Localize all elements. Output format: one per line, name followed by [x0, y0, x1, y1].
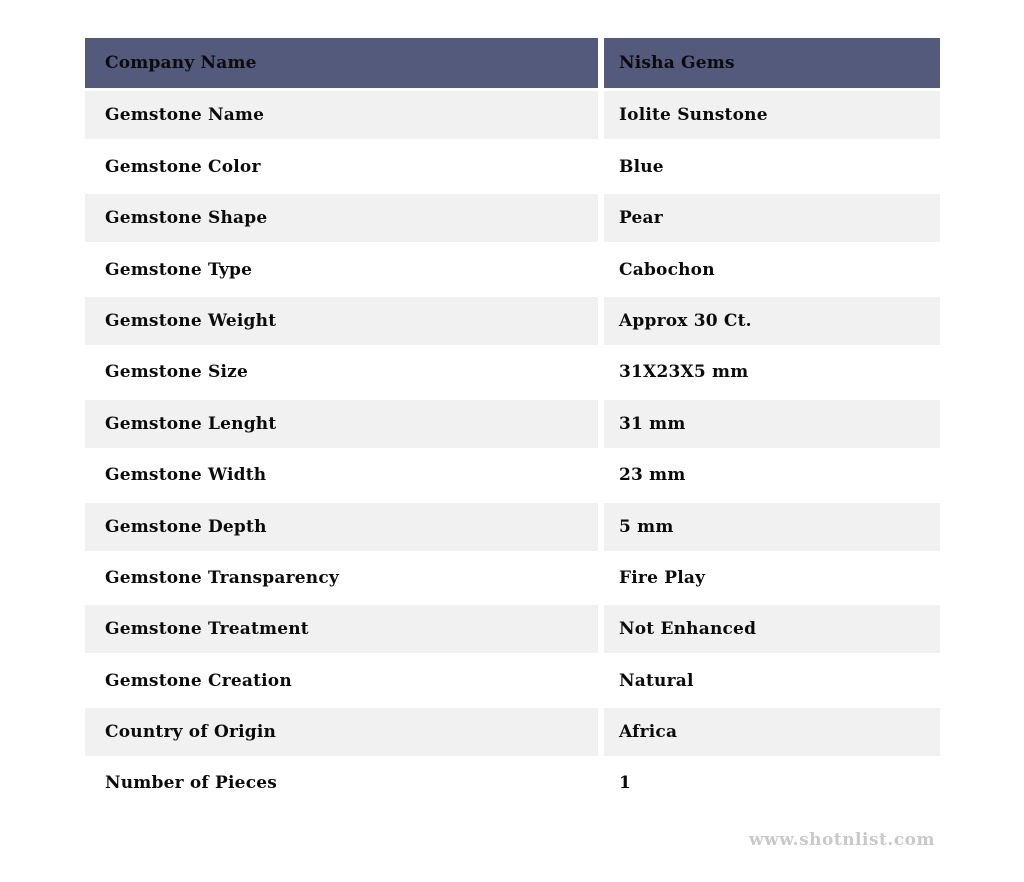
spec-row-value: Africa [604, 708, 940, 757]
spec-row-label: Gemstone Weight [85, 296, 598, 345]
spec-row-value: Iolite Sunstone [604, 91, 940, 140]
spec-row-value: 23 mm [604, 451, 940, 500]
spec-row-label: Gemstone Name [85, 91, 598, 140]
spec-row-value: Pear [604, 194, 940, 243]
spec-row-value: 31 mm [604, 399, 940, 448]
spec-row-label: Gemstone Depth [85, 502, 598, 551]
spec-row-label: Gemstone Type [85, 245, 598, 294]
spec-row-label: Gemstone Color [85, 142, 598, 191]
spec-row-label: Gemstone Shape [85, 194, 598, 243]
spec-row-value: Not Enhanced [604, 605, 940, 654]
watermark-text: www.shotnlist.com [748, 830, 935, 850]
spec-row-value: Fire Play [604, 553, 940, 602]
spec-row-label: Gemstone Lenght [85, 399, 598, 448]
spec-row-value: Approx 30 Ct. [604, 296, 940, 345]
spec-row-value: Cabochon [604, 245, 940, 294]
spec-row-value: 31X23X5 mm [604, 348, 940, 397]
spec-row-label: Country of Origin [85, 708, 598, 757]
spec-row-value: 5 mm [604, 502, 940, 551]
gemstone-spec-table: Company Name Nisha Gems Gemstone Name Io… [85, 38, 940, 808]
spec-row-label: Gemstone Treatment [85, 605, 598, 654]
spec-row-label: Gemstone Width [85, 451, 598, 500]
spec-row-value: 1 [604, 759, 940, 808]
spec-row-label: Gemstone Transparency [85, 553, 598, 602]
table-header-value: Nisha Gems [604, 38, 940, 88]
table-header-label: Company Name [85, 38, 598, 88]
spec-row-value: Blue [604, 142, 940, 191]
spec-row-value: Natural [604, 656, 940, 705]
spec-row-label: Gemstone Creation [85, 656, 598, 705]
spec-row-label: Number of Pieces [85, 759, 598, 808]
spec-row-label: Gemstone Size [85, 348, 598, 397]
